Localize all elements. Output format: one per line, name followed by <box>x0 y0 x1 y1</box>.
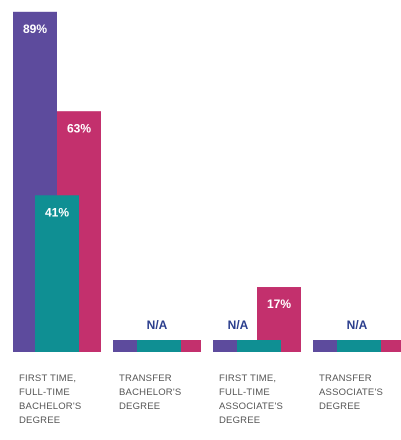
value-label: 89% <box>23 22 47 36</box>
category-label: TRANSFER ASSOCIATE'S DEGREE <box>319 373 384 412</box>
value-label: 17% <box>267 297 291 311</box>
na-label: N/A <box>228 318 249 332</box>
value-label: 41% <box>45 205 69 219</box>
na-strip <box>113 340 137 352</box>
na-label: N/A <box>147 318 168 332</box>
value-label: 63% <box>67 121 91 135</box>
na-strip <box>313 340 337 352</box>
category-label: FIRST TIME, FULL-TIME BACHELOR'S DEGREE <box>19 373 82 426</box>
category-label: FIRST TIME, FULL-TIME ASSOCIATE'S DEGREE <box>219 373 284 426</box>
na-strip <box>137 340 181 352</box>
na-label: N/A <box>347 318 368 332</box>
na-strip <box>237 340 281 352</box>
na-strip <box>213 340 237 352</box>
na-strip <box>181 340 201 352</box>
na-strip <box>381 340 401 352</box>
bar <box>35 195 79 352</box>
na-strip <box>337 340 381 352</box>
category-label: TRANSFER BACHELOR'S DEGREE <box>119 373 182 412</box>
